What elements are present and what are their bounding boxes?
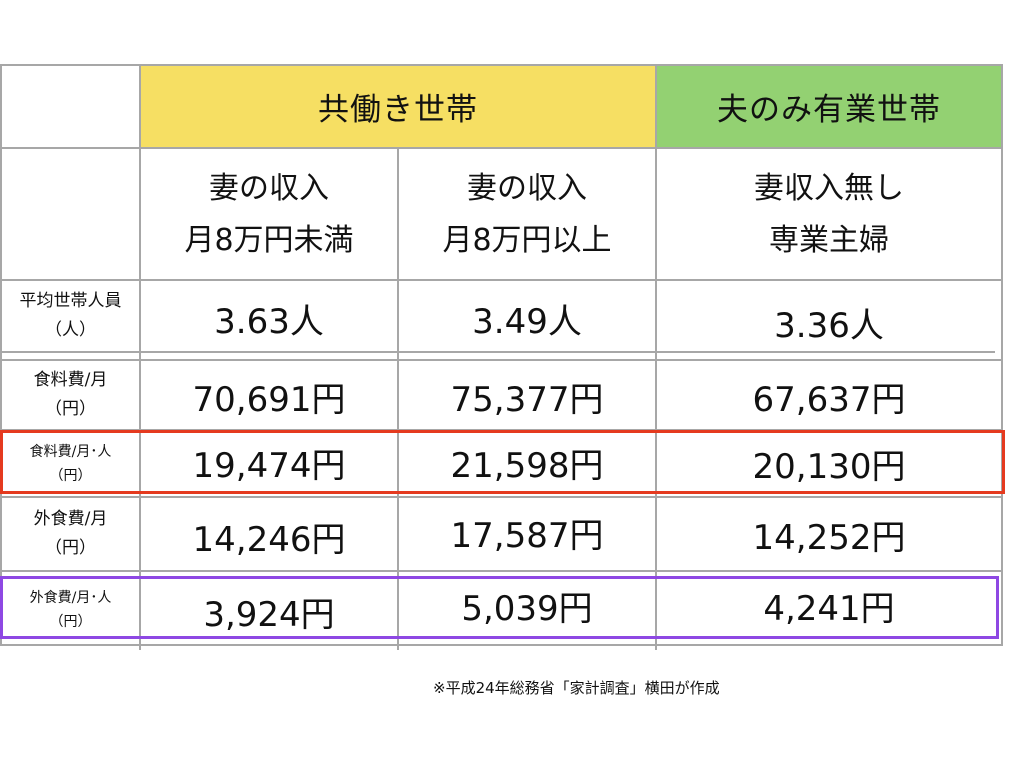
grid-line xyxy=(0,147,1003,149)
table-cell-value: 67,637円 xyxy=(752,379,906,420)
grid-line xyxy=(139,64,141,650)
grid-line xyxy=(0,496,1003,498)
column-header-housewife: 妻収入無し 専業主婦 xyxy=(657,150,1001,279)
row-label-line2: （円） xyxy=(45,399,96,419)
column-header-line1: 妻の収入 xyxy=(209,170,329,206)
table-cell-value: 5,039円 xyxy=(461,588,593,629)
row-label-food-cost-monthly: 食料費/月 （円） xyxy=(2,361,139,429)
row-label-line2: （人） xyxy=(45,320,96,340)
row-label-household-size: 平均世帯人員 （人） xyxy=(2,281,139,351)
table-cell-value: 14,252円 xyxy=(752,517,906,558)
row-label-dining-out-monthly: 外食費/月 （円） xyxy=(2,498,139,570)
grid-line xyxy=(0,279,1003,281)
table-cell-value: 3.36人 xyxy=(774,305,884,346)
single-income-header-bg xyxy=(657,65,1002,147)
column-header-line1: 妻の収入 xyxy=(467,170,587,206)
row-label-dining-out-per-person: 外食費/月･人 （円） xyxy=(2,578,139,642)
table-cell-value: 3.63人 xyxy=(214,301,324,342)
column-header-line2: 月8万円以上 xyxy=(442,222,612,258)
dual-income-header-bg xyxy=(140,65,657,147)
single-income-header: 夫のみ有業世帯 xyxy=(717,92,941,128)
row-label-line2: （円） xyxy=(45,538,96,558)
column-header-wife-income-80k-plus: 妻の収入 月8万円以上 xyxy=(399,150,655,279)
column-header-line2: 専業主婦 xyxy=(769,222,889,258)
row-label-line1: 平均世帯人員 xyxy=(19,291,122,311)
table-cell-value: 20,130円 xyxy=(752,446,906,487)
table-cell-value: 21,598円 xyxy=(450,445,604,486)
dual-income-header: 共働き世帯 xyxy=(318,92,478,128)
row-label-line2: （円） xyxy=(49,467,92,484)
row-label-line1: 食料費/月･人 xyxy=(29,443,112,460)
table-cell-value: 19,474円 xyxy=(192,445,346,486)
grid-line xyxy=(0,351,995,353)
row-label-food-cost-per-person: 食料費/月･人 （円） xyxy=(2,431,139,496)
row-label-line2: （円） xyxy=(49,614,92,630)
grid-line xyxy=(1001,64,1003,646)
source-note: ※平成24年総務省「家計調査」横田が作成 xyxy=(433,679,720,697)
row-label-line1: 外食費/月･人 xyxy=(29,590,112,606)
table-cell-value: 70,691円 xyxy=(192,379,346,420)
table-cell-value: 17,587円 xyxy=(450,515,604,556)
table-cell-value: 3.49人 xyxy=(472,301,582,342)
row-label-line1: 外食費/月 xyxy=(33,509,108,529)
column-header-line2: 月8万円未満 xyxy=(184,222,354,258)
table-cell-value: 4,241円 xyxy=(763,588,895,629)
grid-line xyxy=(0,570,1003,572)
column-header-wife-income-under-80k: 妻の収入 月8万円未満 xyxy=(141,150,397,279)
table-cell-value: 75,377円 xyxy=(450,379,604,420)
grid-line xyxy=(0,359,1003,361)
column-header-line1: 妻収入無し xyxy=(754,170,904,206)
grid-line xyxy=(655,64,657,650)
grid-line xyxy=(397,147,399,650)
dining-per-person-highlight xyxy=(0,576,999,639)
table-cell-value: 3,924円 xyxy=(203,594,335,635)
grid-line xyxy=(0,64,1003,66)
grid-line xyxy=(0,644,1003,646)
food-per-person-highlight xyxy=(0,430,1005,494)
table-cell-value: 14,246円 xyxy=(192,519,346,560)
row-label-line1: 食料費/月 xyxy=(33,370,108,390)
grid-line xyxy=(0,64,2,646)
